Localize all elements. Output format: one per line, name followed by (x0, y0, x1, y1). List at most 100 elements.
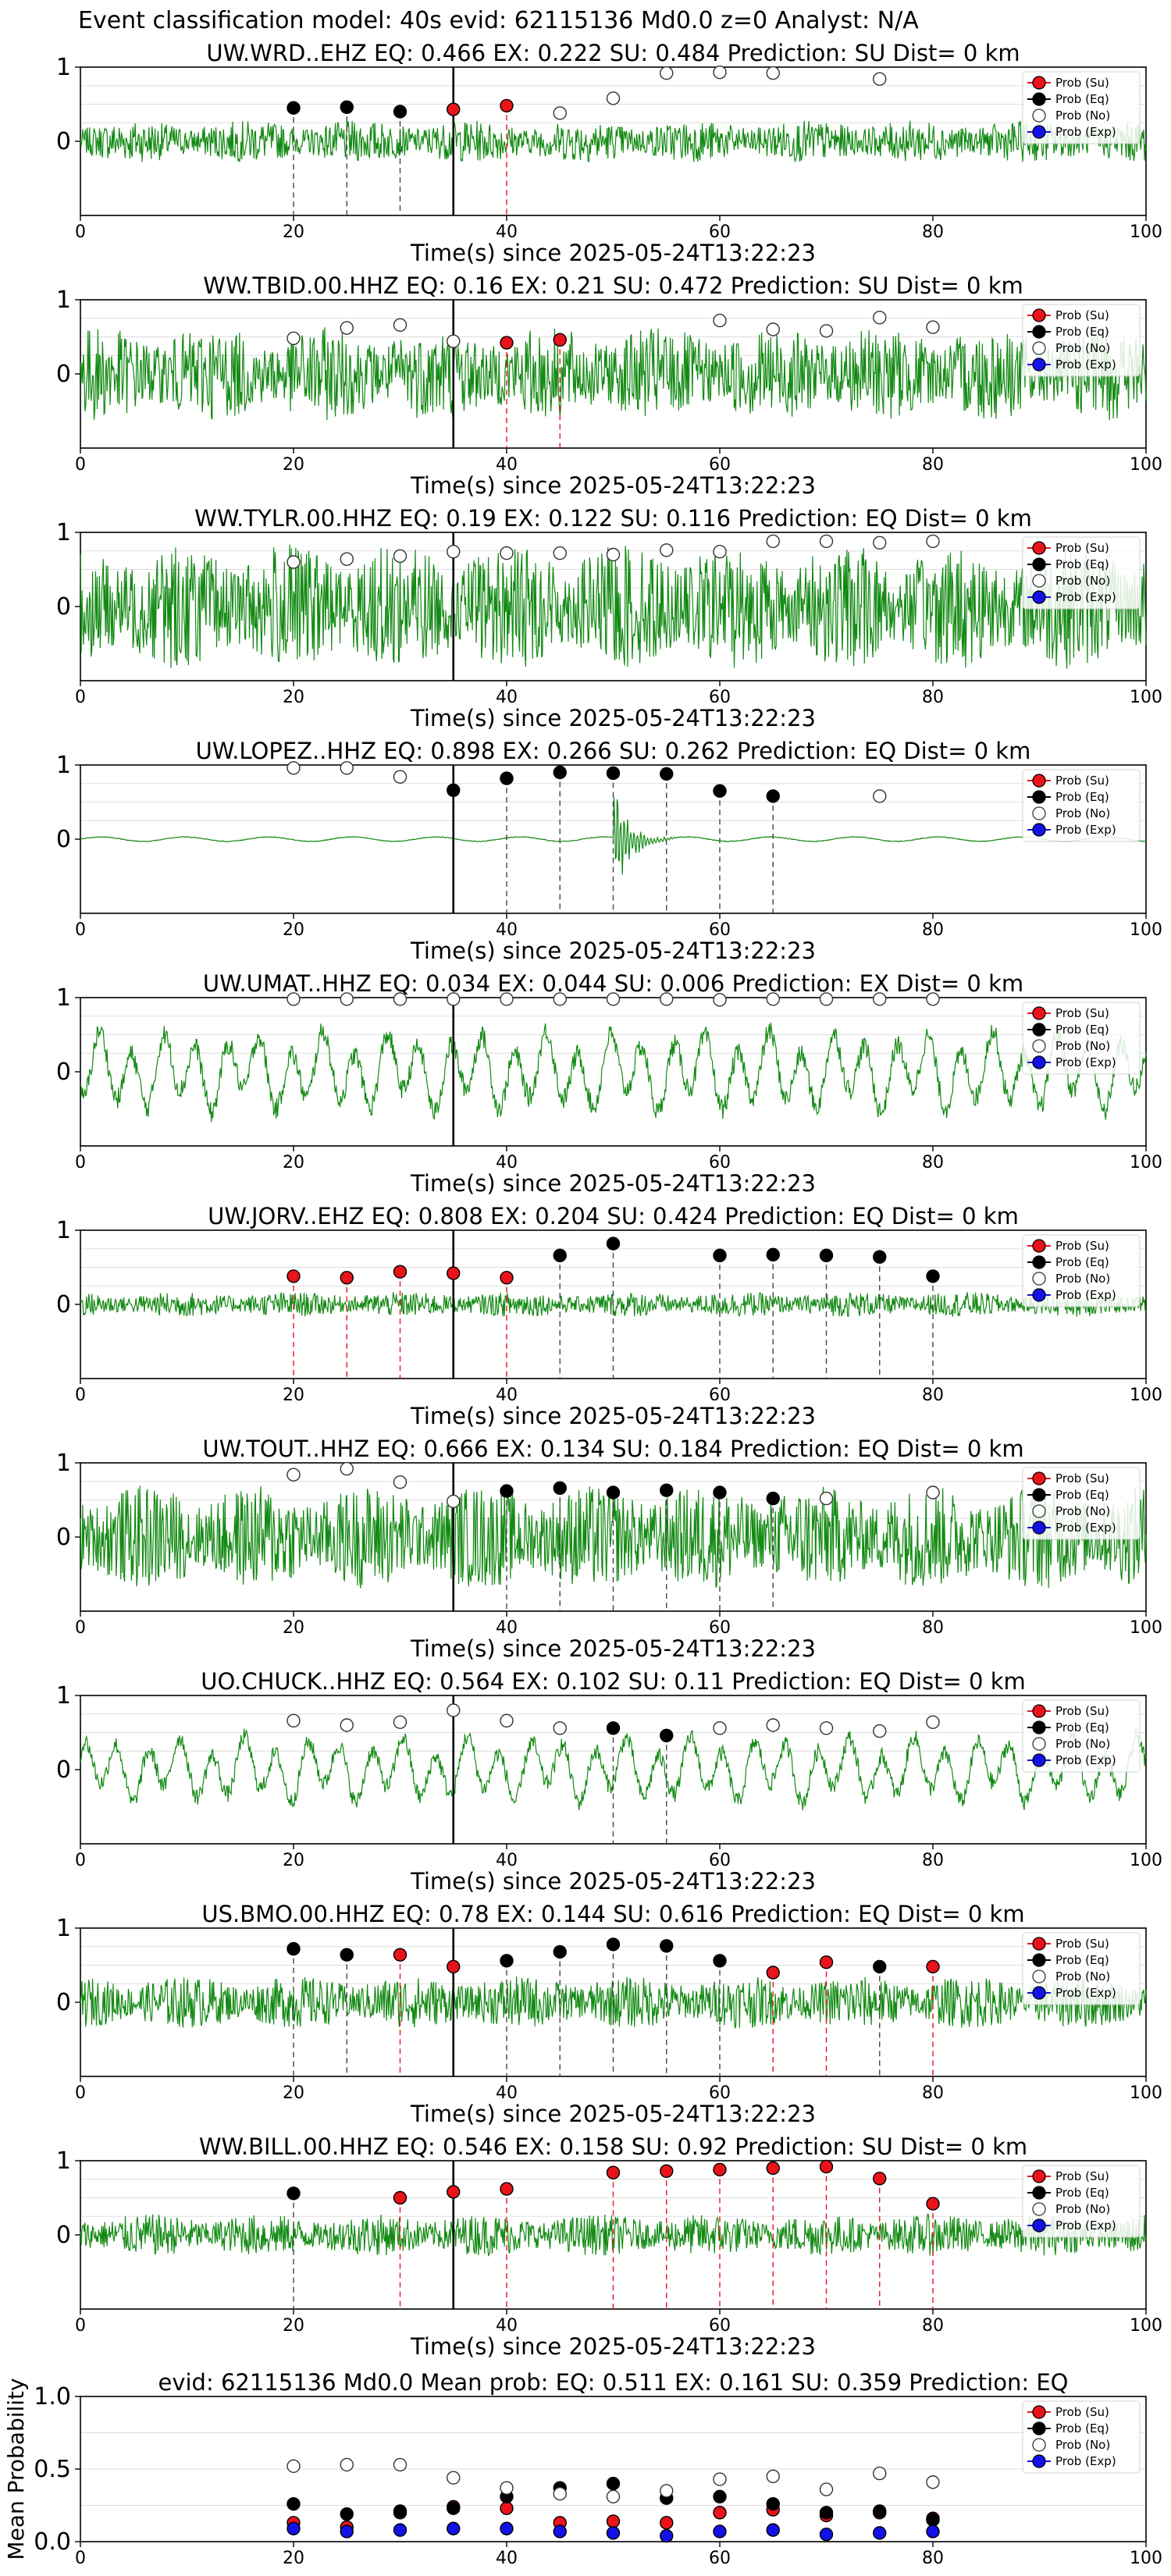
mean-probability-panel: evid: 62115136 Md0.0 Mean prob: EQ: 0.51… (3, 2369, 1162, 2568)
probability-point (766, 1718, 780, 1732)
probability-point (393, 318, 408, 332)
legend-marker (1032, 2202, 1046, 2216)
legend-box (1022, 2165, 1141, 2238)
legend-label: Prob (No) (1055, 1272, 1110, 1286)
x-tick-label: 80 (922, 688, 944, 707)
x-tick-label: 60 (709, 1386, 731, 1405)
probability-point (926, 1715, 940, 1729)
x-axis-label: Time(s) since 2025-05-24T13:22:23 (410, 2101, 816, 2127)
probability-point (873, 1250, 887, 1264)
y-tick-label: 0 (56, 128, 71, 155)
probability-point (340, 761, 354, 775)
station-panel-1: UW.WRD..EHZ EQ: 0.466 EX: 0.222 SU: 0.48… (56, 40, 1162, 266)
legend-label: Prob (Exp) (1055, 823, 1116, 837)
mean-point-su (500, 2501, 514, 2515)
mean-point-no (340, 2457, 354, 2472)
legend-box (1022, 1234, 1141, 1308)
x-tick-label: 100 (1130, 688, 1162, 707)
legend-label: Prob (Exp) (1055, 590, 1116, 604)
mean-point-exp (873, 2526, 887, 2540)
x-tick-label: 20 (283, 2316, 304, 2336)
x-tick-label: 60 (709, 1618, 731, 1638)
x-axis-label: Time(s) since 2025-05-24T13:22:23 (410, 1170, 816, 1197)
y-axis-label: Mean Probability (3, 2378, 29, 2560)
legend-label: Prob (Eq) (1055, 1255, 1109, 1269)
probability-point (500, 1484, 514, 1498)
probability-point (393, 105, 408, 119)
x-tick-label: 40 (496, 455, 518, 475)
legend-label: Prob (Su) (1055, 1471, 1109, 1485)
probability-point (873, 311, 887, 325)
probability-point (553, 546, 567, 560)
waveform-trace (80, 796, 1147, 875)
probability-point (393, 1265, 408, 1279)
probability-point (660, 66, 674, 80)
x-tick-label: 20 (283, 1851, 304, 1870)
probability-point (553, 992, 567, 1006)
probability-point (287, 2186, 301, 2201)
mean-point-eq (606, 2476, 621, 2491)
x-tick-label: 80 (922, 1153, 944, 1172)
y-tick-label: 0 (56, 1989, 71, 2016)
legend-marker (1032, 1986, 1046, 2000)
probability-point (340, 321, 354, 335)
x-tick-label: 80 (922, 1851, 944, 1870)
probability-point (819, 1491, 834, 1506)
panel-title: UO.CHUCK..HHZ EQ: 0.564 EX: 0.102 SU: 0.… (201, 1668, 1026, 1695)
legend-marker (1032, 1255, 1046, 1269)
probability-point (660, 767, 674, 781)
x-tick-label: 60 (709, 1153, 731, 1172)
y-tick-label: 1 (56, 1450, 71, 1477)
probability-point (500, 771, 514, 785)
probability-point (713, 1954, 727, 1968)
legend-label: Prob (Su) (1055, 76, 1109, 90)
probability-point (287, 331, 301, 346)
legend-marker (1032, 1704, 1046, 1718)
x-tick-label: 20 (283, 1618, 304, 1638)
probability-point (766, 534, 780, 549)
y-tick-label: 0 (56, 2222, 71, 2249)
legend-box (1022, 769, 1141, 842)
legend-marker (1032, 92, 1046, 106)
mean-point-exp (287, 2521, 301, 2535)
probability-point (287, 555, 301, 569)
probability-point (819, 992, 834, 1006)
legend-marker (1032, 1504, 1046, 1518)
probability-point (926, 1485, 940, 1500)
probability-point (766, 1247, 780, 1262)
probability-point (553, 1721, 567, 1735)
y-tick-label: 1 (56, 752, 71, 779)
x-tick-label: 0 (75, 222, 86, 242)
probability-point (287, 1941, 301, 1956)
probability-point (553, 765, 567, 780)
y-tick-label: 1 (56, 1915, 71, 1942)
x-tick-label: 0 (75, 688, 86, 707)
legend-marker (1032, 2186, 1046, 2200)
legend-label: Prob (No) (1055, 2202, 1110, 2216)
legend-marker (1032, 1023, 1046, 1037)
x-tick-label: 40 (496, 688, 518, 707)
probability-point (606, 547, 621, 562)
mean-point-su (606, 2514, 621, 2528)
y-tick-label: 0 (56, 361, 71, 388)
probability-point (766, 2161, 780, 2176)
legend-label: Prob (Eq) (1055, 325, 1109, 339)
waveform-trace (80, 1023, 1147, 1123)
probability-point (393, 1948, 408, 1962)
legend-marker (1032, 774, 1046, 788)
probability-point (447, 2185, 461, 2199)
legend-label: Prob (Eq) (1055, 2421, 1109, 2435)
x-tick-label: 0 (75, 2549, 86, 2568)
probability-point (926, 1959, 940, 1974)
legend-marker (1032, 109, 1046, 123)
probability-point (287, 1269, 301, 1283)
x-tick-label: 40 (496, 2083, 518, 2103)
probability-point (926, 534, 940, 549)
x-tick-label: 100 (1130, 1386, 1162, 1405)
x-axis-label: Time(s) since 2025-05-24T13:22:23 (410, 705, 816, 731)
probability-point (660, 1483, 674, 1497)
legend-marker (1032, 1055, 1046, 1069)
mean-point-exp (713, 2524, 727, 2539)
probability-point (287, 1468, 301, 1482)
x-tick-label: 40 (496, 1153, 518, 1172)
